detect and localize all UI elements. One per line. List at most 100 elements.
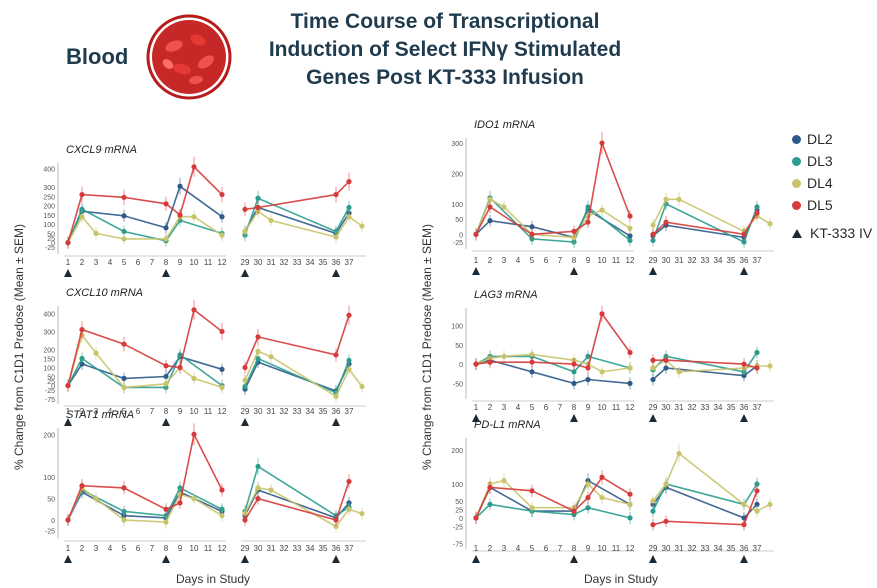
x-tick-label: 4: [516, 256, 521, 265]
x-axis-label-left: Days in Study: [176, 572, 251, 586]
data-point-dl5: [487, 484, 493, 491]
x-tick-label: 10: [598, 256, 607, 265]
x-tick-label: 12: [218, 407, 227, 416]
data-point-dl4: [163, 381, 169, 387]
x-tick-label: 4: [516, 403, 521, 412]
x-tick-label: 29: [241, 544, 250, 553]
data-point-dl2: [219, 366, 225, 372]
series-line-dl5: [67, 431, 223, 521]
data-point-dl5: [571, 361, 577, 367]
x-tick-label: 8: [164, 544, 169, 553]
data-point-dl3: [627, 237, 633, 244]
series-line-dl5: [652, 212, 758, 236]
dose-triangle-icon: [792, 228, 802, 238]
x-axis-label-right: Days in Study: [584, 572, 659, 586]
x-tick-label: 9: [586, 403, 591, 412]
data-point-dl5: [529, 359, 535, 365]
x-tick-label: 31: [675, 403, 684, 412]
data-point-dl4: [121, 236, 127, 242]
y-tick-label: -25: [45, 245, 55, 252]
title-line-1: Time Course of Transcriptional: [290, 10, 600, 33]
data-point-dl4: [191, 495, 197, 502]
y-tick-label: -75: [453, 541, 463, 548]
data-point-dl3: [741, 239, 747, 245]
chart-title: Time Course of Transcriptional Induction…: [245, 8, 645, 92]
data-point-dl5: [163, 506, 169, 512]
data-point-dl4: [79, 214, 85, 220]
dose-marker-icon: [649, 555, 657, 563]
x-tick-label: 2: [488, 403, 493, 412]
data-point-dl4: [359, 383, 365, 390]
series-line-dl3: [652, 352, 758, 373]
x-tick-label: 32: [688, 544, 697, 553]
data-point-dl3: [571, 369, 577, 375]
data-point-dl4: [121, 517, 127, 523]
dose-marker-icon: [570, 267, 578, 275]
data-point-dl2: [219, 214, 225, 220]
x-tick-label: 37: [345, 544, 354, 553]
data-point-dl4: [501, 478, 507, 484]
x-tick-label: 36: [740, 256, 749, 265]
y-tick-label: 50: [455, 343, 463, 350]
x-tick-label: 12: [626, 403, 635, 412]
data-point-dl5: [79, 327, 85, 333]
data-point-dl4: [219, 232, 225, 238]
data-point-dl2: [163, 225, 169, 231]
x-tick-label: 29: [649, 544, 658, 553]
data-point-dl5: [571, 228, 577, 234]
data-point-dl5: [754, 365, 760, 371]
data-point-dl4: [359, 223, 365, 229]
data-point-dl4: [93, 495, 99, 502]
data-point-dl5: [585, 219, 591, 225]
panel-title: CXCL10 mRNA: [66, 287, 143, 299]
x-tick-label: 3: [94, 407, 99, 416]
data-point-dl5: [333, 191, 339, 198]
x-tick-label: 30: [662, 403, 671, 412]
series-line-dl4: [67, 215, 223, 243]
data-point-dl5: [177, 364, 183, 371]
data-point-dl4: [627, 501, 633, 507]
data-point-dl5: [121, 341, 127, 347]
series-line-dl3: [244, 197, 350, 236]
data-point-dl4: [741, 501, 747, 507]
x-tick-label: 32: [280, 407, 289, 416]
data-point-dl4: [627, 225, 633, 231]
data-point-dl3: [754, 204, 760, 210]
data-point-dl2: [163, 373, 169, 380]
data-point-dl4: [663, 196, 669, 202]
x-tick-label: 3: [94, 258, 99, 267]
x-tick-label: 30: [662, 256, 671, 265]
data-point-dl4: [676, 196, 682, 202]
title-line-2: Induction of Select IFNγ Stimulated: [268, 38, 622, 61]
data-point-dl5: [242, 517, 248, 523]
data-point-dl5: [121, 485, 127, 491]
data-point-dl5: [627, 213, 633, 219]
x-tick-label: 5: [122, 258, 127, 267]
data-point-dl5: [121, 194, 127, 200]
x-tick-label: 31: [675, 544, 684, 553]
data-point-dl4: [627, 365, 633, 371]
data-point-dl3: [121, 508, 127, 515]
data-point-dl5: [65, 240, 71, 246]
y-tick-label: -25: [45, 388, 55, 395]
y-tick-label: 200: [451, 448, 463, 455]
data-point-dl4: [255, 485, 261, 491]
data-point-dl2: [121, 213, 127, 219]
data-point-dl5: [741, 361, 747, 367]
y-tick-label: 0: [459, 232, 463, 239]
data-point-dl5: [627, 349, 633, 356]
data-point-dl4: [93, 230, 99, 236]
data-point-dl2: [487, 218, 493, 224]
data-point-dl4: [163, 519, 169, 525]
y-tick-label: 50: [47, 375, 55, 382]
y-tick-label: 100: [451, 323, 463, 330]
y-tick-label: -75: [45, 397, 55, 404]
data-point-dl2: [627, 380, 633, 387]
y-tick-label: 100: [43, 366, 55, 373]
data-point-dl3: [487, 501, 493, 507]
data-point-dl5: [754, 210, 760, 216]
dose-marker-icon: [472, 555, 480, 563]
y-tick-label: 0: [51, 241, 55, 248]
x-tick-label: 4: [516, 544, 521, 553]
legend-item-dl5: DL5: [792, 194, 872, 216]
